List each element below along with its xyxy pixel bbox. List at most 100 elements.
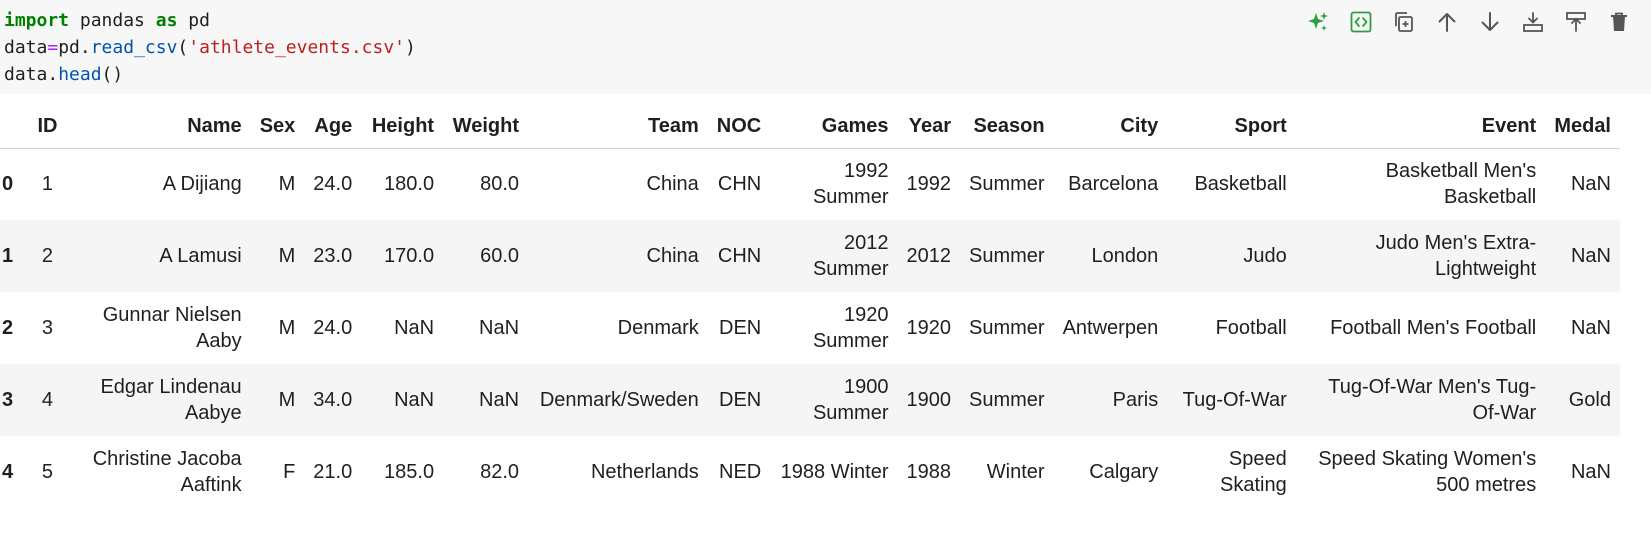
code-string: 'athlete_events.csv' (188, 37, 406, 58)
cell-season: Winter (986, 461, 1045, 483)
table-row: 0 1 A Dijiang M 24.0 180.0 80.0 China CH… (0, 148, 1620, 220)
cell-name: A Dijiang (162, 173, 242, 196)
cell-season: Summer (969, 245, 1045, 267)
header-event: Event (1295, 104, 1546, 149)
code-cell[interactable]: import pandas as pd data=pd.read_csv('at… (0, 0, 1651, 94)
cell-sex: F (283, 461, 296, 483)
code-keyword: import (4, 10, 70, 31)
table-header-row: ID Name Sex Age Height Weight Team NOC G… (0, 104, 1620, 149)
cell-toolbar (1303, 6, 1633, 38)
delete-icon[interactable] (1604, 8, 1633, 37)
cell-sport: Judo (1243, 245, 1287, 267)
cell-season: Summer (969, 317, 1045, 339)
cell-city: Calgary (1089, 461, 1159, 483)
cell-weight: 82.0 (480, 461, 520, 483)
cell-team: China (646, 173, 699, 196)
cell-season: Summer (969, 173, 1045, 196)
header-sport: Sport (1167, 104, 1296, 149)
header-noc: NOC (707, 104, 771, 149)
cell-name: Christine Jacoba Aaftink (92, 448, 242, 496)
cell-height: 180.0 (384, 173, 435, 196)
cell-age: 24.0 (313, 317, 353, 339)
cell-year: 2012 (906, 245, 952, 267)
header-season: Season (960, 104, 1054, 149)
merge-icon[interactable] (1561, 8, 1590, 37)
cell-medal: Gold (1568, 389, 1611, 411)
cell-games: 2012 Summer (812, 232, 889, 280)
cell-year: 1900 (906, 389, 952, 411)
cell-games: 1992 Summer (812, 160, 889, 209)
code-paren: ( (177, 37, 189, 58)
cell-name: Edgar Lindenau Aabye (100, 376, 242, 424)
code-paren: ) (405, 37, 416, 58)
cell-sex: M (278, 245, 296, 267)
header-year: Year (897, 104, 961, 149)
cell-id: 5 (41, 461, 54, 483)
header-name: Name (67, 104, 251, 149)
cell-name: A Lamusi (159, 245, 242, 267)
sparkle-icon[interactable] (1303, 8, 1332, 37)
arrow-up-icon[interactable] (1432, 8, 1461, 37)
cell-height: NaN (394, 389, 435, 411)
cell-id: 4 (41, 389, 54, 411)
header-sex: Sex (250, 104, 305, 149)
cell-team: Denmark/Sweden (539, 389, 699, 411)
cell-medal: NaN (1570, 173, 1611, 196)
header-height: Height (361, 104, 444, 149)
cell-year: 1988 (906, 461, 952, 483)
cell-sport: Basketball (1194, 173, 1287, 196)
copy-icon[interactable] (1389, 8, 1418, 37)
row-index: 3 (2, 389, 14, 411)
code-function: read_csv (90, 37, 178, 58)
insert-below-icon[interactable] (1518, 8, 1547, 37)
cell-age: 23.0 (313, 245, 353, 267)
cell-height: 170.0 (384, 245, 435, 267)
code-function: head (58, 64, 102, 85)
cell-noc: DEN (719, 317, 762, 339)
code-object: pd. (58, 37, 91, 58)
code-toggle-icon[interactable] (1346, 8, 1375, 37)
cell-event: Tug-Of-War Men's Tug-Of-War (1328, 376, 1537, 424)
code-keyword: as (155, 10, 178, 31)
header-city: City (1053, 104, 1168, 149)
code-var: data (4, 37, 48, 58)
cell-sex: M (278, 317, 296, 339)
cell-weight: 80.0 (480, 173, 520, 196)
cell-city: Antwerpen (1062, 317, 1159, 339)
header-games: Games (770, 104, 898, 149)
cell-season: Summer (969, 389, 1045, 411)
header-id: ID (27, 104, 68, 149)
code-object: data. (4, 64, 59, 85)
cell-noc: CHN (717, 173, 762, 196)
cell-height: 185.0 (384, 461, 435, 483)
header-age: Age (304, 104, 362, 149)
header-weight: Weight (443, 104, 529, 149)
row-index: 0 (2, 173, 14, 196)
cell-city: Paris (1112, 389, 1159, 411)
cell-noc: CHN (717, 245, 762, 267)
cell-medal: NaN (1570, 317, 1611, 339)
table-row: 3 4 Edgar Lindenau Aabye M 34.0 NaN NaN … (0, 364, 1620, 436)
cell-weight: NaN (479, 389, 520, 411)
cell-medal: NaN (1570, 245, 1611, 267)
cell-city: London (1091, 245, 1159, 267)
cell-sport: Tug-Of-War (1182, 389, 1287, 411)
row-index: 4 (2, 461, 14, 483)
cell-noc: NED (719, 461, 762, 483)
cell-team: Denmark (617, 317, 699, 339)
row-index: 2 (2, 317, 14, 339)
header-index (0, 104, 28, 149)
cell-sex: M (278, 173, 296, 196)
code-alias: pd (177, 10, 210, 31)
cell-age: 34.0 (313, 389, 353, 411)
cell-city: Barcelona (1068, 173, 1159, 196)
cell-team: China (646, 245, 699, 267)
cell-weight: 60.0 (480, 245, 520, 267)
code-editor[interactable]: import pandas as pd data=pd.read_csv('at… (4, 7, 416, 88)
cell-height: NaN (394, 317, 435, 339)
code-module: pandas (69, 10, 156, 31)
arrow-down-icon[interactable] (1475, 8, 1504, 37)
cell-event: Judo Men's Extra-Lightweight (1375, 232, 1537, 280)
cell-games: 1920 Summer (812, 304, 889, 352)
cell-weight: NaN (479, 317, 520, 339)
